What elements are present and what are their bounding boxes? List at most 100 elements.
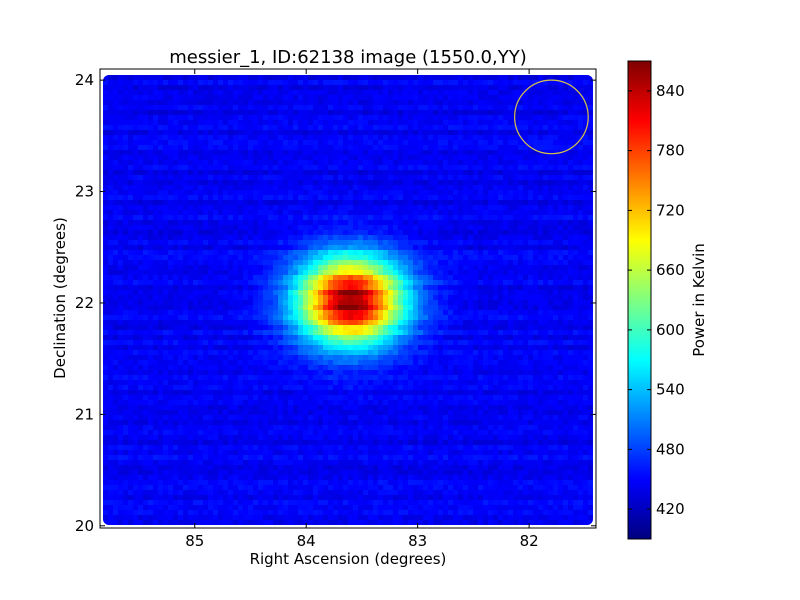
heatmap-cell <box>243 305 249 311</box>
heatmap-cell <box>218 305 224 311</box>
heatmap-cell <box>148 115 154 121</box>
heatmap-cell <box>238 235 244 241</box>
heatmap-cell <box>503 290 509 296</box>
heatmap-cell <box>518 145 524 151</box>
heatmap-cell <box>148 150 154 156</box>
heatmap-cell <box>218 250 224 256</box>
heatmap-cell <box>188 265 194 271</box>
heatmap-cell <box>128 305 134 311</box>
heatmap-cell <box>278 165 284 171</box>
heatmap-cell <box>553 140 559 146</box>
heatmap-cell <box>153 205 159 211</box>
heatmap-cell <box>338 225 344 231</box>
heatmap-cell <box>263 125 269 131</box>
heatmap-cell <box>128 225 134 231</box>
heatmap-cell <box>153 295 159 301</box>
heatmap-cell <box>283 95 289 101</box>
heatmap-cell <box>438 270 444 276</box>
heatmap-cell <box>223 290 229 296</box>
heatmap-cell <box>253 300 259 306</box>
heatmap-cell <box>303 250 309 256</box>
heatmap-cell <box>313 320 319 326</box>
heatmap-cell <box>458 115 464 121</box>
heatmap-cell <box>508 175 514 181</box>
heatmap-cell <box>568 110 574 116</box>
heatmap-cell <box>148 205 154 211</box>
heatmap-cell <box>553 80 559 86</box>
heatmap-cell <box>158 195 164 201</box>
heatmap-cell <box>483 250 489 256</box>
heatmap-cell <box>403 105 409 111</box>
heatmap-cell <box>348 185 354 191</box>
heatmap-cell <box>573 240 579 246</box>
heatmap-cell <box>583 145 589 151</box>
heatmap-cell <box>358 100 364 106</box>
heatmap-cell <box>183 145 189 151</box>
heatmap-cell <box>113 170 119 176</box>
heatmap-cell <box>538 285 544 291</box>
heatmap-cell <box>293 80 299 86</box>
heatmap-cell <box>568 160 574 166</box>
heatmap-cell <box>108 145 114 151</box>
heatmap-cell <box>168 310 174 316</box>
heatmap-cell <box>343 245 349 251</box>
heatmap-cell <box>568 175 574 181</box>
heatmap-cell <box>443 290 449 296</box>
heatmap-cell <box>498 245 504 251</box>
heatmap-cell <box>313 275 319 281</box>
heatmap-cell <box>178 245 184 251</box>
heatmap-cell <box>308 105 314 111</box>
heatmap-cell <box>198 280 204 286</box>
heatmap-cell <box>588 105 593 111</box>
heatmap-cell <box>273 150 279 156</box>
heatmap-cell <box>323 135 329 141</box>
heatmap-cell <box>103 75 109 81</box>
heatmap-cell <box>293 230 299 236</box>
heatmap-cell <box>463 185 469 191</box>
heatmap-cell <box>273 300 279 306</box>
heatmap-cell <box>538 230 544 236</box>
heatmap-cell <box>508 90 514 96</box>
heatmap-cell <box>333 180 339 186</box>
heatmap-cell <box>498 280 504 286</box>
heatmap-cell <box>473 295 479 301</box>
heatmap-cell <box>553 105 559 111</box>
heatmap-cell <box>318 75 324 81</box>
heatmap-cell <box>338 85 344 91</box>
heatmap-cell <box>308 265 314 271</box>
heatmap-cell <box>183 190 189 196</box>
heatmap-cell <box>423 180 429 186</box>
heatmap-cell <box>218 240 224 246</box>
heatmap-cell <box>313 255 319 261</box>
heatmap-cell <box>548 150 554 156</box>
heatmap-cell <box>453 285 459 291</box>
heatmap-cell <box>118 275 124 281</box>
heatmap-cell <box>373 80 379 86</box>
heatmap-cell <box>183 120 189 126</box>
heatmap-cell <box>458 325 464 331</box>
heatmap-cell <box>108 200 114 206</box>
heatmap-cell <box>563 95 569 101</box>
heatmap-cell <box>328 220 334 226</box>
heatmap-cell <box>288 90 294 96</box>
heatmap-cell <box>568 100 574 106</box>
heatmap-cell <box>293 135 299 141</box>
heatmap-cell <box>363 90 369 96</box>
heatmap-cell <box>293 150 299 156</box>
heatmap-cell <box>303 315 309 321</box>
heatmap-cell <box>363 95 369 101</box>
heatmap-cell <box>128 115 134 121</box>
heatmap-cell <box>363 215 369 221</box>
heatmap-cell <box>583 95 589 101</box>
heatmap-cell <box>263 200 269 206</box>
heatmap-cell <box>373 300 379 306</box>
heatmap-cell <box>248 130 254 136</box>
heatmap-cell <box>383 95 389 101</box>
heatmap-cell <box>413 100 419 106</box>
heatmap-cell <box>533 155 539 161</box>
heatmap-cell <box>468 170 474 176</box>
heatmap-cell <box>108 310 114 316</box>
heatmap-cell <box>193 205 199 211</box>
heatmap-cell <box>453 325 459 331</box>
heatmap-cell <box>433 305 439 311</box>
